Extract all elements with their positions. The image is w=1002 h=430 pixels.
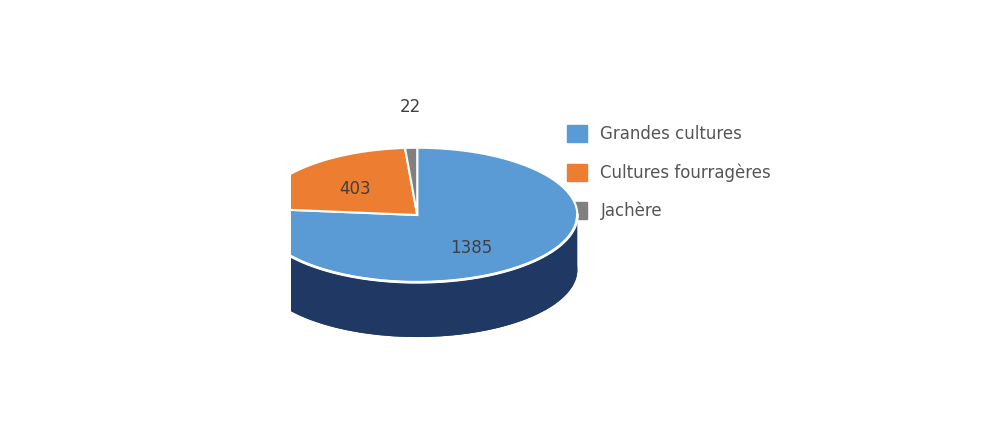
Ellipse shape — [257, 203, 577, 337]
Text: 22: 22 — [399, 98, 421, 117]
Polygon shape — [257, 215, 577, 337]
Polygon shape — [257, 148, 577, 282]
Legend: Grandes cultures, Cultures fourragères, Jachère: Grandes cultures, Cultures fourragères, … — [560, 119, 777, 227]
Polygon shape — [405, 148, 417, 215]
Polygon shape — [258, 148, 417, 215]
Text: 403: 403 — [340, 180, 371, 198]
Text: 1385: 1385 — [450, 240, 492, 257]
